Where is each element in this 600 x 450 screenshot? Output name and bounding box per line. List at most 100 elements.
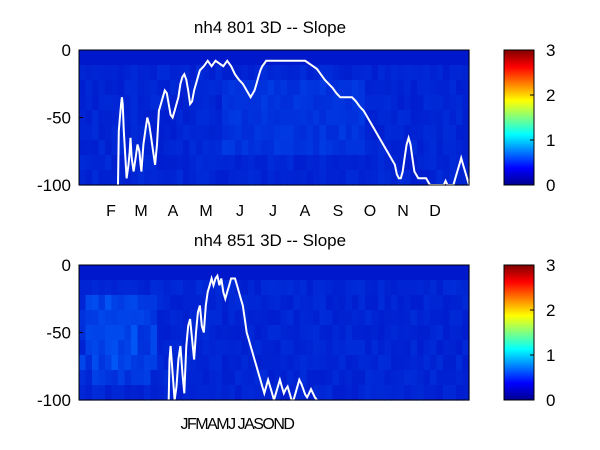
heatmap-cell: [293, 385, 301, 401]
heatmap-cell: [144, 340, 152, 356]
heatmap-cell: [248, 65, 256, 81]
heatmap-cell: [79, 280, 87, 296]
heatmap-cell: [371, 340, 379, 356]
heatmap-cell: [391, 265, 399, 281]
heatmap-cell: [176, 370, 184, 386]
heatmap-cell: [92, 295, 100, 311]
heatmap-cell: [306, 170, 314, 186]
heatmap-cell: [150, 325, 158, 341]
heatmap-cell: [326, 355, 334, 371]
heatmap-cell: [261, 110, 269, 126]
heatmap-cell: [293, 170, 301, 186]
heatmap-cell: [157, 280, 165, 296]
heatmap-cell: [150, 340, 158, 356]
heatmap-cell: [332, 155, 340, 171]
heatmap-cell: [358, 340, 366, 356]
panel-1-y-axis: 0 -50 -100: [37, 41, 83, 195]
heatmap-cell: [293, 125, 301, 141]
heatmap-cell: [118, 140, 126, 156]
heatmap-cell: [378, 385, 386, 401]
heatmap-cell: [118, 65, 126, 81]
heatmap-cell: [144, 325, 152, 341]
heatmap-cell: [235, 325, 243, 341]
heatmap-cell: [92, 170, 100, 186]
heatmap-cell: [150, 370, 158, 386]
heatmap-cell: [293, 110, 301, 126]
heatmap-cell: [443, 265, 451, 281]
heatmap-cell: [449, 140, 457, 156]
heatmap-cell: [280, 370, 288, 386]
heatmap-cell: [332, 170, 340, 186]
heatmap-cell: [456, 80, 464, 96]
heatmap-cell: [306, 325, 314, 341]
heatmap-cell: [202, 355, 210, 371]
heatmap-cell: [189, 385, 197, 401]
heatmap-cell: [163, 95, 171, 111]
heatmap-cell: [267, 355, 275, 371]
heatmap-cell: [378, 355, 386, 371]
heatmap-cell: [326, 170, 334, 186]
heatmap-cell: [456, 325, 464, 341]
heatmap-cell: [456, 140, 464, 156]
heatmap-cell: [345, 355, 353, 371]
heatmap-cell: [410, 110, 418, 126]
heatmap-cell: [222, 95, 230, 111]
heatmap-cell: [280, 50, 288, 66]
heatmap-cell: [306, 80, 314, 96]
heatmap-cell: [462, 110, 470, 126]
heatmap-cell: [131, 50, 139, 66]
heatmap-cell: [111, 110, 119, 126]
heatmap-cell: [105, 385, 113, 401]
heatmap-cell: [150, 310, 158, 326]
heatmap-cell: [254, 95, 262, 111]
heatmap-cell: [189, 310, 197, 326]
heatmap-cell: [92, 110, 100, 126]
heatmap-cell: [248, 110, 256, 126]
heatmap-cell: [352, 325, 360, 341]
heatmap-cell: [417, 340, 425, 356]
heatmap-cell: [241, 65, 249, 81]
heatmap-cell: [430, 170, 438, 186]
heatmap-cell: [254, 170, 262, 186]
heatmap-cell: [319, 65, 327, 81]
heatmap-cell: [241, 325, 249, 341]
heatmap-cell: [254, 295, 262, 311]
heatmap-cell: [170, 95, 178, 111]
heatmap-cell: [274, 325, 282, 341]
heatmap-cell: [456, 370, 464, 386]
heatmap-cell: [352, 265, 360, 281]
heatmap-cell: [235, 310, 243, 326]
heatmap-cell: [365, 125, 373, 141]
heatmap-cell: [436, 370, 444, 386]
heatmap-cell: [111, 50, 119, 66]
heatmap-cell: [339, 95, 347, 111]
heatmap-cell: [313, 370, 321, 386]
heatmap-cell: [137, 140, 145, 156]
heatmap-cell: [248, 280, 256, 296]
heatmap-cell: [202, 385, 210, 401]
heatmap-cell: [332, 265, 340, 281]
heatmap-cell: [397, 370, 405, 386]
heatmap-cell: [339, 265, 347, 281]
heatmap-cell: [261, 280, 269, 296]
heatmap-cell: [274, 170, 282, 186]
heatmap-cell: [430, 80, 438, 96]
heatmap-cell: [436, 155, 444, 171]
colorbar-tick-label: 2: [546, 86, 555, 105]
heatmap-cell: [183, 125, 191, 141]
heatmap-cell: [196, 280, 204, 296]
heatmap-cell: [209, 325, 217, 341]
heatmap-cell: [326, 80, 334, 96]
heatmap-cell: [235, 355, 243, 371]
heatmap-cell: [430, 385, 438, 401]
heatmap-cell: [293, 50, 301, 66]
heatmap-cell: [345, 140, 353, 156]
heatmap-cell: [378, 340, 386, 356]
heatmap-cell: [92, 50, 100, 66]
heatmap-cell: [215, 325, 223, 341]
heatmap-cell: [436, 280, 444, 296]
heatmap-cell: [371, 310, 379, 326]
heatmap-cell: [209, 80, 217, 96]
heatmap-cell: [404, 110, 412, 126]
heatmap-cell: [365, 325, 373, 341]
